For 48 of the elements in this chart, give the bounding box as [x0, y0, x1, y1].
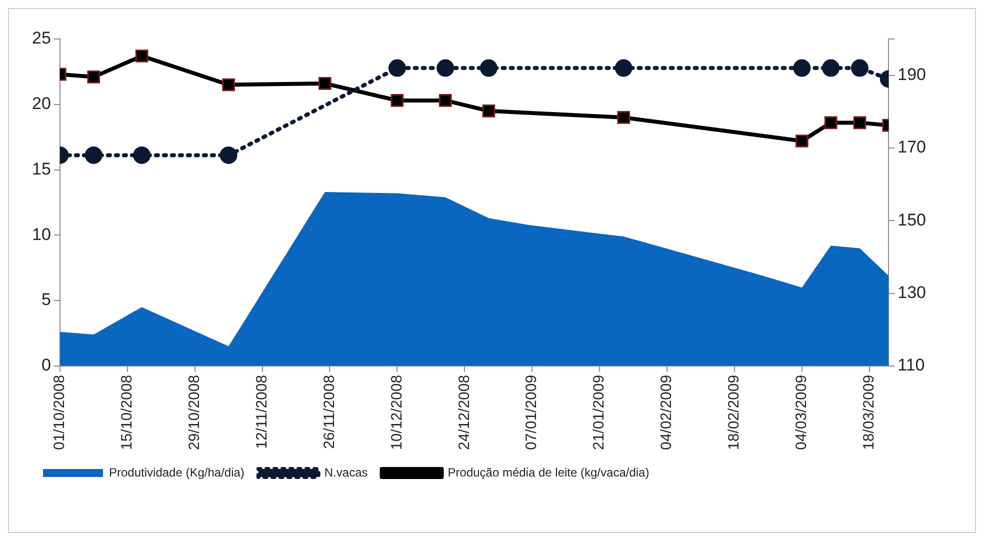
point — [84, 146, 102, 164]
x-tick-label: 04/03/2009 — [793, 374, 810, 450]
point — [793, 59, 811, 77]
point — [614, 59, 632, 77]
x-tick-label: 04/02/2009 — [658, 374, 676, 450]
x-tick-label: 15/10/2008 — [118, 374, 136, 450]
y2-tick-label: 190 — [898, 65, 926, 84]
x-tick-label: 24/12/2008 — [456, 374, 473, 450]
x-tick-label: 18/02/2009 — [726, 374, 743, 450]
point — [482, 104, 496, 118]
point — [220, 146, 238, 164]
point — [822, 59, 840, 77]
y2-tick-label: 150 — [898, 210, 926, 230]
x-tick-label: 07/01/2009 — [523, 374, 540, 450]
point — [850, 59, 868, 77]
point — [388, 59, 406, 77]
legend-label: Produção média de leite (kg/vaca/dia) — [448, 465, 650, 480]
legend-label: N.vacas — [324, 465, 368, 480]
x-tick-label: 10/12/2008 — [388, 374, 406, 450]
x-tick-label: 01/10/2008 — [51, 374, 68, 450]
y-tick-label: 5 — [41, 290, 51, 310]
y-tick-label: 25 — [32, 28, 51, 48]
point — [480, 59, 498, 77]
x-tick-label: 18/03/2009 — [860, 374, 878, 450]
x-tick-label: 12/11/2008 — [253, 374, 270, 449]
point — [853, 116, 866, 130]
y2-tick-label: 110 — [898, 356, 925, 375]
point — [617, 111, 630, 124]
x-tick-label: 21/01/2009 — [590, 374, 608, 450]
x-tick-label: 29/10/2008 — [186, 374, 203, 450]
y2-tick-label: 130 — [898, 282, 926, 302]
point — [135, 50, 148, 62]
y-tick-label: 10 — [32, 224, 51, 244]
point — [133, 146, 151, 164]
y-tick-label: 20 — [32, 94, 51, 114]
legend-label: Produtividade (Kg/ha/dia) — [109, 465, 244, 480]
point — [318, 77, 332, 90]
point — [87, 70, 100, 84]
x-tick-label: 26/11/2008 — [320, 374, 338, 449]
point — [222, 78, 235, 92]
point — [824, 116, 838, 130]
point — [436, 59, 454, 77]
point — [438, 94, 452, 107]
y-tick-label: 15 — [32, 159, 51, 178]
point — [390, 94, 404, 107]
y-tick-label: 0 — [41, 356, 51, 375]
y2-tick-label: 170 — [898, 138, 926, 157]
point — [796, 134, 808, 148]
